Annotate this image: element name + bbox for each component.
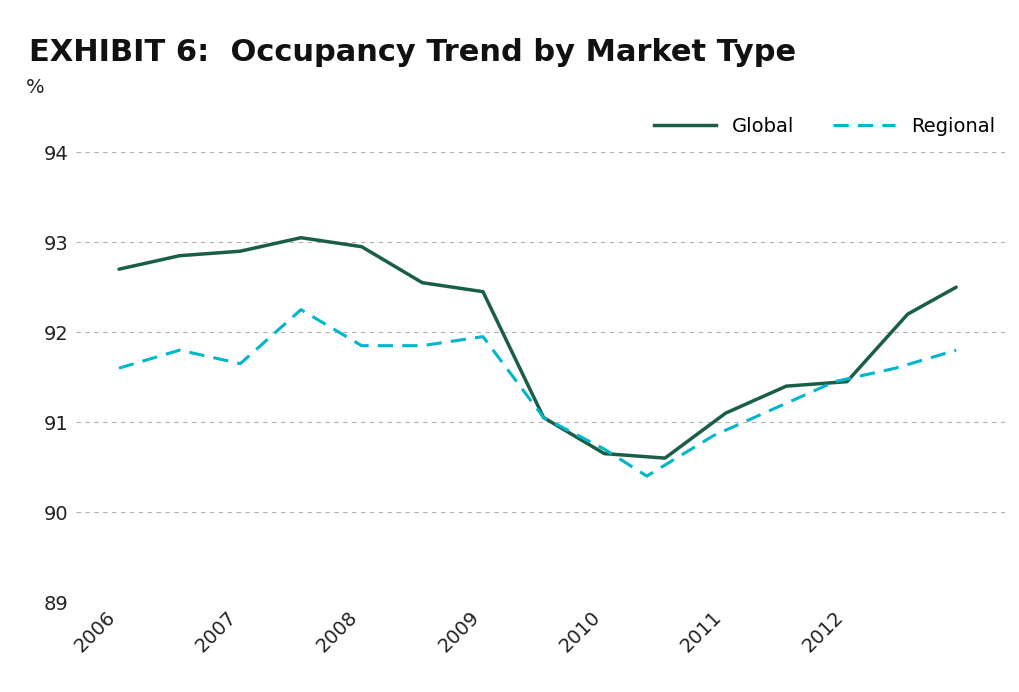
Text: EXHIBIT 6:  Occupancy Trend by Market Type: EXHIBIT 6: Occupancy Trend by Market Typ… xyxy=(29,38,795,67)
Text: %: % xyxy=(25,78,44,97)
Legend: Global, Regional: Global, Regional xyxy=(653,117,994,136)
